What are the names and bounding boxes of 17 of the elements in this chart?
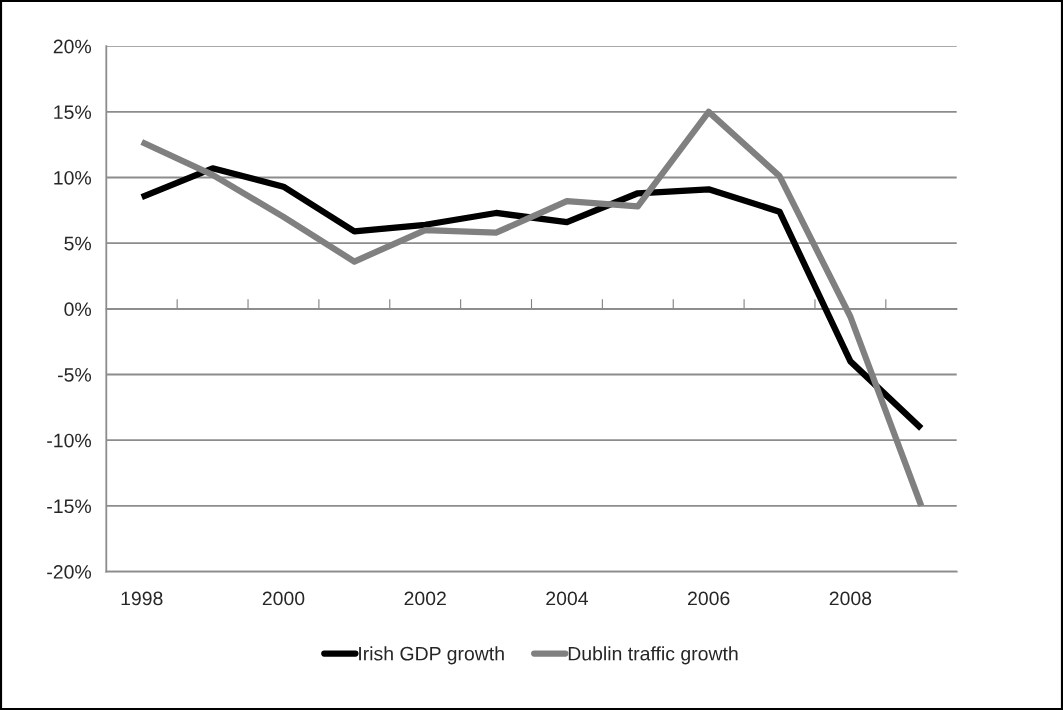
x-tick-label: 1998 [121, 591, 163, 606]
y-tick-label: 10% [54, 170, 92, 185]
y-tick-label: -5% [58, 368, 92, 382]
y-tick-label: 20% [53, 39, 92, 54]
x-tick-label: 2004 [546, 591, 588, 606]
x-tick-label: 2000 [262, 591, 305, 606]
x-tick-label: 2008 [829, 591, 872, 606]
y-tick-label: -15% [47, 499, 92, 514]
x-tick-label: 2002 [404, 591, 446, 606]
y-tick-label: 15% [54, 105, 92, 120]
x-tick-label: 2006 [688, 591, 730, 606]
y-tick-label: -20% [47, 565, 92, 579]
legend-label: Irish GDP growth [359, 646, 504, 665]
y-tick-label: -10% [47, 433, 92, 448]
y-tick-label: 0% [64, 302, 92, 317]
legend-label: Dublin traffic growth [568, 646, 738, 665]
y-tick-label: 5% [64, 236, 92, 251]
